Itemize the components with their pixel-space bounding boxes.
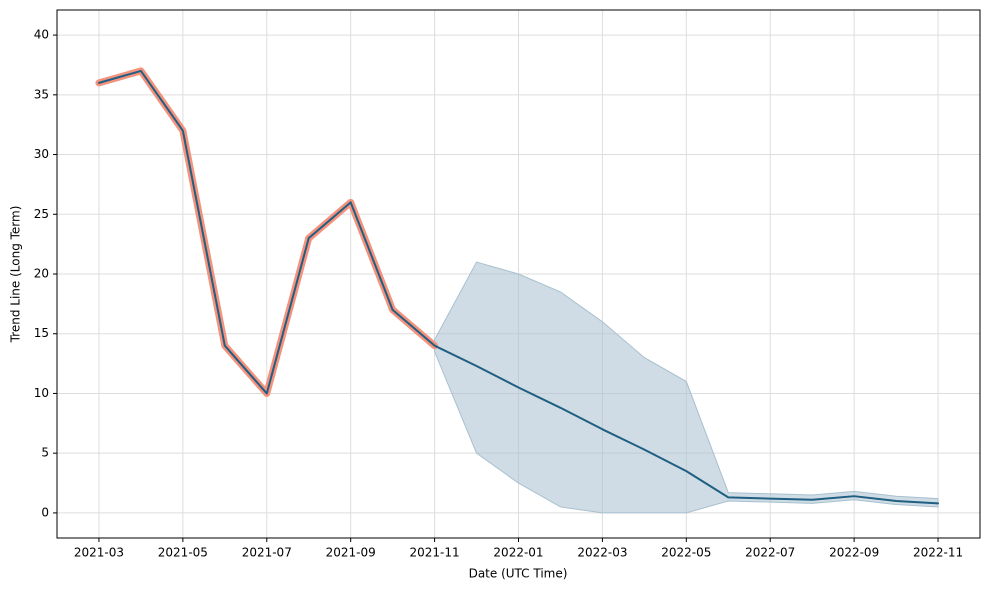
y-tick-label: 30 — [34, 147, 49, 161]
uncertainty-band — [434, 261, 939, 514]
x-tick-label: 2022-11 — [913, 546, 963, 560]
x-tick-label: 2022-05 — [661, 546, 711, 560]
y-axis-label: Trend Line (Long Term) — [9, 206, 23, 344]
y-tick-label: 20 — [34, 267, 49, 281]
y-tick-label: 0 — [41, 505, 49, 519]
y-tick-label: 15 — [34, 326, 49, 340]
y-tick-label: 35 — [34, 87, 49, 101]
x-axis-label: Date (UTC Time) — [469, 567, 568, 581]
x-tick-label: 2021-07 — [242, 546, 292, 560]
x-tick-label: 2021-09 — [326, 546, 376, 560]
y-tick-label: 40 — [34, 28, 49, 42]
trend-line — [97, 69, 940, 505]
x-tick-label: 2021-03 — [74, 546, 124, 560]
y-tick-label: 25 — [34, 207, 49, 221]
x-tick-label: 2022-03 — [577, 546, 627, 560]
x-tick-label: 2021-05 — [158, 546, 208, 560]
x-tick-label: 2021-11 — [410, 546, 460, 560]
x-tick-label: 2022-07 — [745, 546, 795, 560]
x-tick-label: 2022-01 — [493, 546, 543, 560]
x-tick-label: 2022-09 — [829, 546, 879, 560]
y-tick-label: 5 — [41, 446, 49, 460]
y-tick-label: 10 — [34, 386, 49, 400]
